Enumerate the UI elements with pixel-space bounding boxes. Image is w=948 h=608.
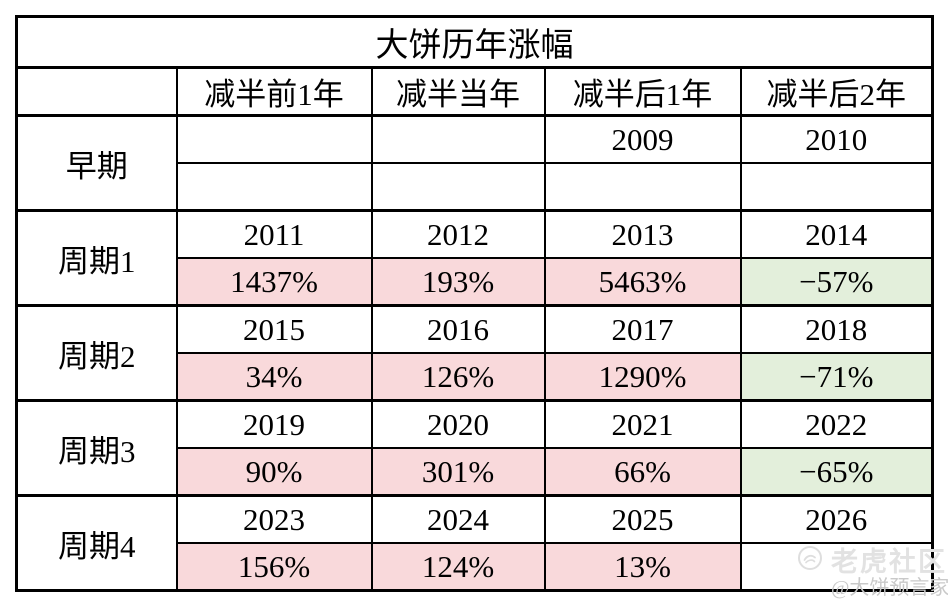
change-cell-empty: [739, 542, 934, 592]
change-cell: [543, 162, 742, 212]
change-cell-gain: 90%: [175, 447, 373, 497]
year-cell: 2021: [543, 399, 742, 449]
change-cell-gain: 126%: [370, 352, 546, 402]
year-cell: 2024: [370, 494, 546, 544]
year-cell: 2015: [175, 304, 373, 354]
year-cell: 2022: [739, 399, 934, 449]
cycle-label-4: 周期4: [15, 494, 178, 592]
change-cell-gain: 1437%: [175, 257, 373, 307]
year-cell: 2010: [739, 114, 934, 164]
change-cell: [175, 162, 373, 212]
year-cell: 2023: [175, 494, 373, 544]
year-cell: 2018: [739, 304, 934, 354]
cycle-label-1: 周期1: [15, 209, 178, 307]
year-cell: 2020: [370, 399, 546, 449]
column-header-post2y: 减半后2年: [739, 66, 934, 117]
change-cell-loss: −65%: [739, 447, 934, 497]
change-cell-gain: 34%: [175, 352, 373, 402]
year-cell: 2012: [370, 209, 546, 259]
table-title: 大饼历年涨幅: [15, 15, 934, 69]
corner-cell: [15, 66, 178, 117]
column-header-post1y: 减半后1年: [543, 66, 742, 117]
change-cell-gain: 193%: [370, 257, 546, 307]
column-header-pre1y: 减半前1年: [175, 66, 373, 117]
year-cell: 2016: [370, 304, 546, 354]
change-cell-loss: −57%: [739, 257, 934, 307]
cycle-label-2: 周期2: [15, 304, 178, 402]
year-cell: 2014: [739, 209, 934, 259]
year-cell: 2019: [175, 399, 373, 449]
year-cell: 2026: [739, 494, 934, 544]
change-cell-gain: 124%: [370, 542, 546, 592]
halving-returns-table: 大饼历年涨幅 减半前1年 减半当年 减半后1年 减半后2年 早期 2009 20…: [15, 15, 934, 592]
year-cell: 2025: [543, 494, 742, 544]
change-cell: [739, 162, 934, 212]
change-cell-gain: 13%: [543, 542, 742, 592]
change-cell-loss: −71%: [739, 352, 934, 402]
year-cell: 2017: [543, 304, 742, 354]
year-cell: [175, 114, 373, 164]
year-cell: [370, 114, 546, 164]
cycle-label-3: 周期3: [15, 399, 178, 497]
change-cell: [370, 162, 546, 212]
change-cell-gain: 1290%: [543, 352, 742, 402]
cycle-label-early: 早期: [15, 114, 178, 212]
change-cell-gain: 301%: [370, 447, 546, 497]
year-cell: 2013: [543, 209, 742, 259]
year-cell: 2009: [543, 114, 742, 164]
change-cell-gain: 5463%: [543, 257, 742, 307]
change-cell-gain: 66%: [543, 447, 742, 497]
change-cell-gain: 156%: [175, 542, 373, 592]
year-cell: 2011: [175, 209, 373, 259]
column-header-halving-year: 减半当年: [370, 66, 546, 117]
